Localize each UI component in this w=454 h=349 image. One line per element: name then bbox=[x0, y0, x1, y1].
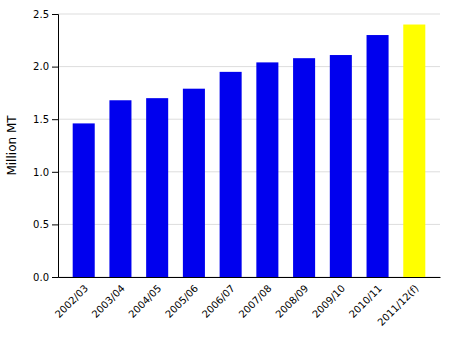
x-axis: 2002/032003/042004/052005/062006/072007/… bbox=[53, 278, 441, 328]
bar bbox=[330, 55, 352, 277]
tick-label: 2002/03 bbox=[53, 283, 90, 320]
grid bbox=[58, 14, 440, 277]
tick-label: 2011/12(f) bbox=[375, 283, 420, 328]
tick: 2004/05 bbox=[126, 283, 163, 320]
plot: 2002/032003/042004/052005/062006/072007/… bbox=[33, 9, 440, 328]
tick: 2011/12(f) bbox=[375, 283, 420, 328]
bars bbox=[73, 25, 426, 277]
tick-label: 1.0 bbox=[33, 167, 49, 178]
axis-line bbox=[52, 15, 59, 278]
tick-label: 2.0 bbox=[33, 61, 49, 72]
y-axis-title: Million MT bbox=[5, 115, 19, 176]
tick-mark bbox=[52, 224, 58, 225]
tick: 2006/07 bbox=[200, 283, 237, 320]
tick-mark bbox=[52, 119, 58, 120]
tick-label: 2006/07 bbox=[200, 283, 237, 320]
bar bbox=[293, 58, 315, 277]
tick: 2009/10 bbox=[310, 283, 347, 320]
tick: 2008/09 bbox=[273, 283, 310, 320]
tick: 2.5 bbox=[33, 9, 58, 20]
bar bbox=[367, 35, 389, 277]
tick-label: 2008/09 bbox=[273, 283, 310, 320]
tick-label: 1.5 bbox=[33, 114, 49, 125]
tick: 2.0 bbox=[33, 61, 58, 72]
bar bbox=[403, 25, 425, 277]
tick: 2007/08 bbox=[237, 283, 274, 320]
chart: 2002/032003/042004/052005/062006/072007/… bbox=[0, 0, 454, 349]
tick-label: 2003/04 bbox=[90, 283, 127, 320]
bar bbox=[220, 72, 242, 277]
tick-label: 2010/11 bbox=[347, 283, 384, 320]
tick-label: 2.5 bbox=[33, 9, 49, 20]
tick-mark bbox=[52, 14, 58, 15]
tick-label: 2004/05 bbox=[126, 283, 163, 320]
bar bbox=[109, 100, 131, 277]
tick-label: 2005/06 bbox=[163, 283, 200, 320]
bar bbox=[183, 89, 205, 277]
tick-mark bbox=[52, 277, 58, 278]
tick: 2003/04 bbox=[90, 283, 127, 320]
bar bbox=[256, 62, 278, 277]
tick: 2005/06 bbox=[163, 283, 200, 320]
tick-label: 0.0 bbox=[33, 272, 49, 283]
bar bbox=[146, 98, 168, 277]
y-axis: 0.0 0.5 1.0 1.5 2.0 2.5 bbox=[33, 9, 58, 283]
tick-label: 2007/08 bbox=[237, 283, 274, 320]
tick: 0.0 bbox=[33, 272, 58, 283]
tick-label: 0.5 bbox=[33, 219, 49, 230]
tick: 0.5 bbox=[33, 219, 58, 230]
tick-mark bbox=[52, 67, 58, 68]
tick: 2002/03 bbox=[53, 283, 90, 320]
tick: 2010/11 bbox=[347, 283, 384, 320]
tick: 1.0 bbox=[33, 167, 58, 178]
tick-label: 2009/10 bbox=[310, 283, 347, 320]
tick-mark bbox=[52, 172, 58, 173]
tick: 1.5 bbox=[33, 114, 58, 125]
bar bbox=[73, 123, 95, 277]
axis-line bbox=[59, 277, 441, 278]
grid-line bbox=[58, 14, 440, 15]
